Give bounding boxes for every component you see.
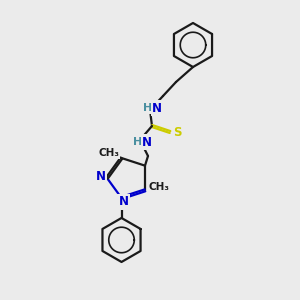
Text: N: N [96,170,106,184]
Text: N: N [118,196,128,208]
Text: CH₃: CH₃ [98,148,119,158]
Text: H: H [143,103,153,113]
Text: N: N [142,136,152,148]
Text: CH₃: CH₃ [148,182,170,192]
Text: H: H [134,137,142,147]
Text: S: S [173,125,181,139]
Text: N: N [152,101,162,115]
